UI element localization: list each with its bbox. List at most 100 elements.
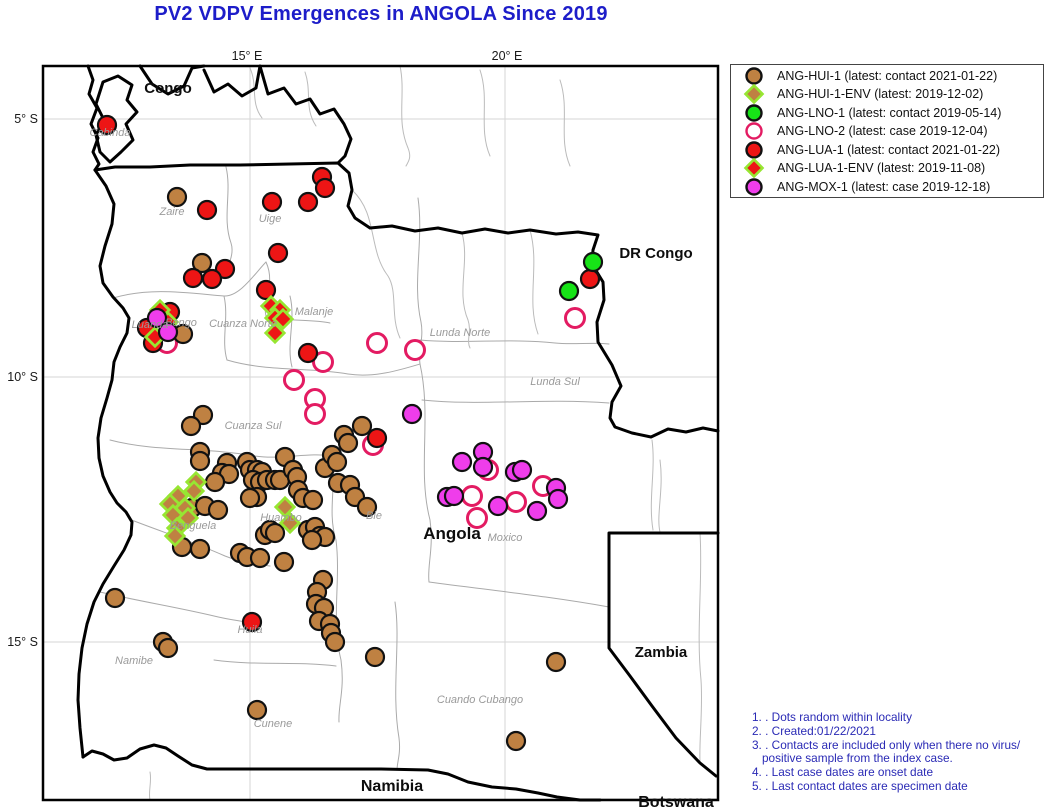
dot-ANG-LNO-2 xyxy=(283,369,305,391)
dot-ANG-MOX-1 xyxy=(146,307,168,329)
dot-ANG-HUI-1 xyxy=(545,651,567,673)
axis-tick-label: 10° S xyxy=(7,370,38,384)
dot-ANG-LNO-2 xyxy=(304,403,326,425)
case-dots xyxy=(96,114,604,752)
diamond-marker-icon xyxy=(731,84,777,104)
dot-ANG-HUI-1 xyxy=(191,252,213,274)
coastline-north xyxy=(86,64,101,172)
legend-row-ANG-MOX-1: ANG-MOX-1 (latest: case 2019-12-18) xyxy=(731,177,1043,196)
province-label: Huila xyxy=(237,624,262,636)
dot-ANG-LNO-1 xyxy=(558,280,580,302)
dot-ANG-HUI-1 xyxy=(302,489,324,511)
legend-label: ANG-MOX-1 (latest: case 2019-12-18) xyxy=(777,179,991,194)
province-label: Cuanza Norte xyxy=(209,318,277,330)
footnote-line: 5. . Last contact dates are specimen dat… xyxy=(752,778,968,793)
province-label: Cabinda xyxy=(90,127,131,139)
dot-ANG-HUI-1 xyxy=(239,487,261,509)
dot-ANG-HUI-1-ENV xyxy=(273,495,297,519)
dot-ANG-HUI-1 xyxy=(324,631,346,653)
dot-ANG-MOX-1 xyxy=(443,485,465,507)
dot-ANG-MOX-1 xyxy=(472,456,494,478)
circle-marker-icon xyxy=(731,121,777,141)
circle-marker-icon xyxy=(731,66,777,86)
province-label: Zaire xyxy=(158,206,184,218)
dot-ANG-HUI-1-ENV xyxy=(182,479,206,503)
footnote-line: 3. . Contacts are included only when the… xyxy=(752,737,1021,752)
axis-labels: 15° E 20° E 5° S 10° S 15° S xyxy=(7,49,522,649)
country-labels: Congo DR Congo Angola Zambia Namibia Botswana xyxy=(144,80,714,811)
dot-ANG-LNO-2 xyxy=(404,339,426,361)
dot-ANG-HUI-1-ENV xyxy=(278,511,302,535)
legend-label: ANG-LUA-1 (latest: contact 2021-01-22) xyxy=(777,142,1001,157)
dot-ANG-LNO-1 xyxy=(582,251,604,273)
dot-ANG-HUI-1 xyxy=(505,730,527,752)
dot-ANG-LNO-2 xyxy=(461,485,483,507)
dot-ANG-MOX-1 xyxy=(511,459,533,481)
province-label: Namibe xyxy=(115,655,153,667)
province-label: Bie xyxy=(366,510,382,522)
namibia-border xyxy=(81,743,602,802)
dot-ANG-HUI-1 xyxy=(246,699,268,721)
dot-ANG-HUI-1 xyxy=(337,432,359,454)
legend-label: ANG-HUI-1-ENV (latest: 2019-12-02) xyxy=(777,87,984,101)
country-label: Namibia xyxy=(361,778,423,795)
dot-ANG-MOX-1 xyxy=(487,495,509,517)
dot-ANG-LUA-1 xyxy=(255,279,277,301)
legend-row-ANG-HUI-1: ANG-HUI-1 (latest: contact 2021-01-22) xyxy=(731,66,1043,85)
footnote-line: 4. . Last case dates are onset date xyxy=(752,765,934,780)
graticule xyxy=(43,66,718,800)
province-label: Lunda Sul xyxy=(530,376,580,388)
country-label: Botswana xyxy=(638,794,714,811)
province-boundaries xyxy=(99,166,610,771)
dot-ANG-LUA-1 xyxy=(214,258,236,280)
dot-ANG-HUI-1 xyxy=(351,415,373,437)
legend-label: ANG-HUI-1 (latest: contact 2021-01-22) xyxy=(777,68,998,83)
legend-items: ANG-HUI-1 (latest: contact 2021-01-22) AN… xyxy=(731,66,1043,196)
dot-ANG-LNO-2 xyxy=(312,351,334,373)
province-label: Huambo xyxy=(260,512,302,524)
province-label: Cuando Cubango xyxy=(437,694,523,706)
dot-ANG-LUA-1 xyxy=(579,268,601,290)
dot-ANG-HUI-1 xyxy=(326,451,348,473)
legend-box: ANG-HUI-1 (latest: contact 2021-01-22) AN… xyxy=(730,64,1044,198)
legend-row-ANG-LNO-1: ANG-LNO-1 (latest: contact 2019-05-14) xyxy=(731,103,1043,122)
dot-ANG-MOX-1 xyxy=(451,451,473,473)
province-label: Bengo xyxy=(165,317,197,329)
dot-ANG-LNO-2 xyxy=(466,507,488,529)
country-borders xyxy=(76,64,720,802)
province-label: Moxico xyxy=(488,532,523,544)
dot-ANG-HUI-1 xyxy=(157,637,179,659)
province-label: Benguela xyxy=(170,520,217,532)
dot-ANG-HUI-1 xyxy=(301,529,323,551)
country-label: Zambia xyxy=(635,644,688,661)
dot-ANG-LUA-1-ENV xyxy=(263,321,287,345)
dot-ANG-HUI-1 xyxy=(356,496,378,518)
dot-ANG-HUI-1 xyxy=(180,415,202,437)
legend-label: ANG-LNO-2 (latest: case 2019-12-04) xyxy=(777,124,988,138)
axis-tick-label: 15° S xyxy=(7,635,38,649)
legend-row-ANG-LUA-1-ENV: ANG-LUA-1-ENV (latest: 2019-11-08) xyxy=(731,158,1043,178)
axis-tick-label: 5° S xyxy=(14,112,38,126)
province-label: Uige xyxy=(259,213,282,225)
dot-ANG-LUA-1-ENV xyxy=(271,307,295,331)
page-title: PV2 VDPV Emergences in ANGOLA Since 2019 xyxy=(154,3,608,25)
dot-ANG-HUI-1 xyxy=(364,646,386,668)
congo-borders xyxy=(138,64,353,165)
dot-ANG-HUI-1 xyxy=(166,186,188,208)
map-frame xyxy=(41,64,720,802)
dot-ANG-MOX-1 xyxy=(526,500,548,522)
country-label: Angola xyxy=(423,524,481,543)
dot-ANG-LUA-1 xyxy=(201,268,223,290)
dot-ANG-LUA-1 xyxy=(366,427,388,449)
circle-marker-icon xyxy=(731,140,777,160)
legend-row-ANG-LUA-1: ANG-LUA-1 (latest: contact 2021-01-22) xyxy=(731,140,1043,159)
dot-ANG-LUA-1 xyxy=(182,267,204,289)
province-label: Cuanza Sul xyxy=(225,420,282,432)
province-label: Luanda xyxy=(132,319,169,331)
dot-ANG-LNO-2 xyxy=(366,332,388,354)
legend-label: ANG-LUA-1-ENV (latest: 2019-11-08) xyxy=(777,161,986,175)
dot-ANG-HUI-1 xyxy=(189,450,211,472)
diamond-marker-icon xyxy=(731,158,777,178)
axis-tick-label: 15° E xyxy=(232,49,263,63)
